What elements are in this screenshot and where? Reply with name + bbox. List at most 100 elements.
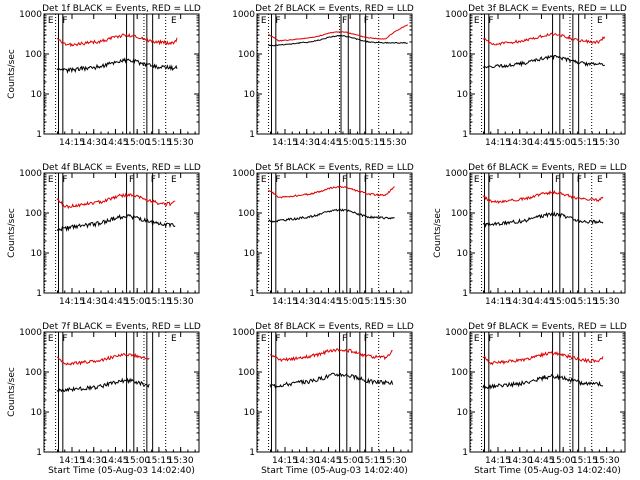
x-tick-label: 14:45: [528, 138, 554, 148]
plot-frame: [469, 13, 626, 135]
x-tick-label: 14:15: [59, 456, 85, 466]
chart-panel-9: Det 9f BLACK = Events, RED = LLD 1 10 100 10…: [445, 322, 627, 476]
flag-label: F: [275, 175, 280, 185]
x-tick-label: 15:15: [359, 138, 385, 148]
x-tick-label: 15:00: [337, 138, 363, 148]
flag-label: E: [171, 16, 177, 26]
flag-label: E: [48, 175, 54, 185]
y-tick-label: 100: [451, 368, 468, 378]
x-tick-label: 14:15: [272, 138, 298, 148]
x-tick-label: 15:00: [124, 297, 150, 307]
chart-title: Det 2f BLACK = Events, RED = LLD: [255, 4, 414, 14]
y-tick-label: 100: [25, 50, 42, 60]
flag-label: F: [342, 334, 347, 344]
x-tick-label: 14:15: [485, 297, 511, 307]
y-tick-label: 100: [238, 209, 255, 219]
y-tick-label: 1: [249, 448, 255, 458]
plot-frame: [256, 13, 413, 135]
x-tick-label: 15:15: [359, 456, 385, 466]
y-axis-label: Counts/sec: [7, 367, 17, 417]
flag-label: E: [474, 16, 480, 26]
events-series-line: [269, 372, 394, 389]
x-axis-label: Start Time (05-Aug-03 14:02:40): [261, 466, 408, 476]
flag-label: F: [275, 16, 280, 26]
chart-title: Det 5f BLACK = Events, RED = LLD: [255, 163, 414, 173]
events-series-line: [56, 377, 150, 393]
lld-series-line: [482, 189, 604, 204]
y-tick-label: 1000: [445, 328, 468, 338]
y-tick-label: 10: [244, 249, 256, 259]
lld-series-line: [268, 24, 408, 42]
flag-label: F: [364, 16, 369, 26]
flag-label: F: [342, 16, 347, 26]
x-tick-label: 14:45: [102, 297, 128, 307]
y-tick-label: 100: [238, 50, 255, 60]
events-series-line: [56, 57, 178, 75]
flag-label: E: [48, 334, 54, 344]
flag-label: E: [474, 334, 480, 344]
lld-series-line: [56, 32, 178, 48]
x-tick-label: 15:00: [550, 456, 576, 466]
y-tick-label: 1: [462, 448, 468, 458]
x-tick-label: 14:30: [294, 297, 320, 307]
x-tick-label: 14:15: [272, 456, 298, 466]
y-tick-label: 1000: [445, 10, 468, 20]
y-tick-label: 10: [244, 90, 256, 100]
chart-title: Det 4f BLACK = Events, RED = LLD: [42, 163, 201, 173]
y-tick-label: 100: [25, 209, 42, 219]
flag-label: F: [555, 175, 560, 185]
x-tick-label: 14:30: [507, 138, 533, 148]
x-tick-label: 15:30: [168, 138, 194, 148]
flag-label: F: [488, 334, 493, 344]
chart-panel-4: Det 4f BLACK = Events, RED = LLD 1 10 100 10…: [7, 163, 201, 307]
plot-frame: [43, 172, 200, 294]
x-tick-label: 14:15: [272, 297, 298, 307]
plot-frame: [469, 331, 626, 453]
flag-label: F: [577, 175, 582, 185]
x-tick-label: 14:45: [315, 138, 341, 148]
y-tick-label: 10: [31, 408, 43, 418]
chart-panel-7: Det 7f BLACK = Events, RED = LLD 1 10 100 10…: [7, 322, 201, 476]
plot-frame: [43, 13, 200, 135]
chart-title: Det 3f BLACK = Events, RED = LLD: [468, 4, 627, 14]
flag-label: E: [261, 334, 267, 344]
chart-panel-1: Det 1f BLACK = Events, RED = LLD 1 10 100 10…: [7, 4, 201, 148]
events-series-line: [482, 211, 604, 229]
lld-series-line: [482, 32, 606, 46]
flag-label: E: [171, 334, 177, 344]
x-axis-label: Start Time (05-Aug-03 14:02:40): [48, 466, 195, 476]
y-tick-label: 10: [31, 90, 43, 100]
flag-label: F: [488, 16, 493, 26]
x-tick-label: 15:00: [550, 297, 576, 307]
y-tick-label: 1000: [232, 169, 255, 179]
events-series-line: [482, 53, 605, 69]
y-tick-label: 10: [457, 90, 469, 100]
lld-series-line: [56, 192, 176, 210]
y-tick-label: 1000: [19, 10, 42, 20]
events-series-line: [482, 373, 604, 391]
x-tick-label: 15:15: [572, 297, 598, 307]
x-tick-label: 14:15: [485, 138, 511, 148]
y-tick-label: 1000: [232, 328, 255, 338]
x-tick-label: 14:15: [485, 456, 511, 466]
flag-label: E: [474, 175, 480, 185]
y-tick-label: 10: [244, 408, 256, 418]
y-tick-label: 1: [36, 130, 42, 140]
x-tick-label: 15:00: [124, 456, 150, 466]
x-tick-label: 14:15: [59, 138, 85, 148]
x-tick-label: 14:30: [81, 138, 107, 148]
y-tick-label: 1: [249, 130, 255, 140]
y-tick-label: 1: [249, 289, 255, 299]
x-tick-label: 15:15: [572, 138, 598, 148]
flag-label: E: [48, 16, 54, 26]
x-tick-label: 14:30: [294, 138, 320, 148]
flag-label: F: [62, 175, 67, 185]
flag-label: F: [488, 175, 493, 185]
x-tick-label: 14:45: [315, 297, 341, 307]
x-tick-label: 14:45: [528, 456, 554, 466]
x-tick-label: 15:30: [594, 297, 620, 307]
x-tick-label: 15:30: [168, 456, 194, 466]
y-tick-label: 10: [457, 408, 469, 418]
y-tick-label: 1: [462, 130, 468, 140]
